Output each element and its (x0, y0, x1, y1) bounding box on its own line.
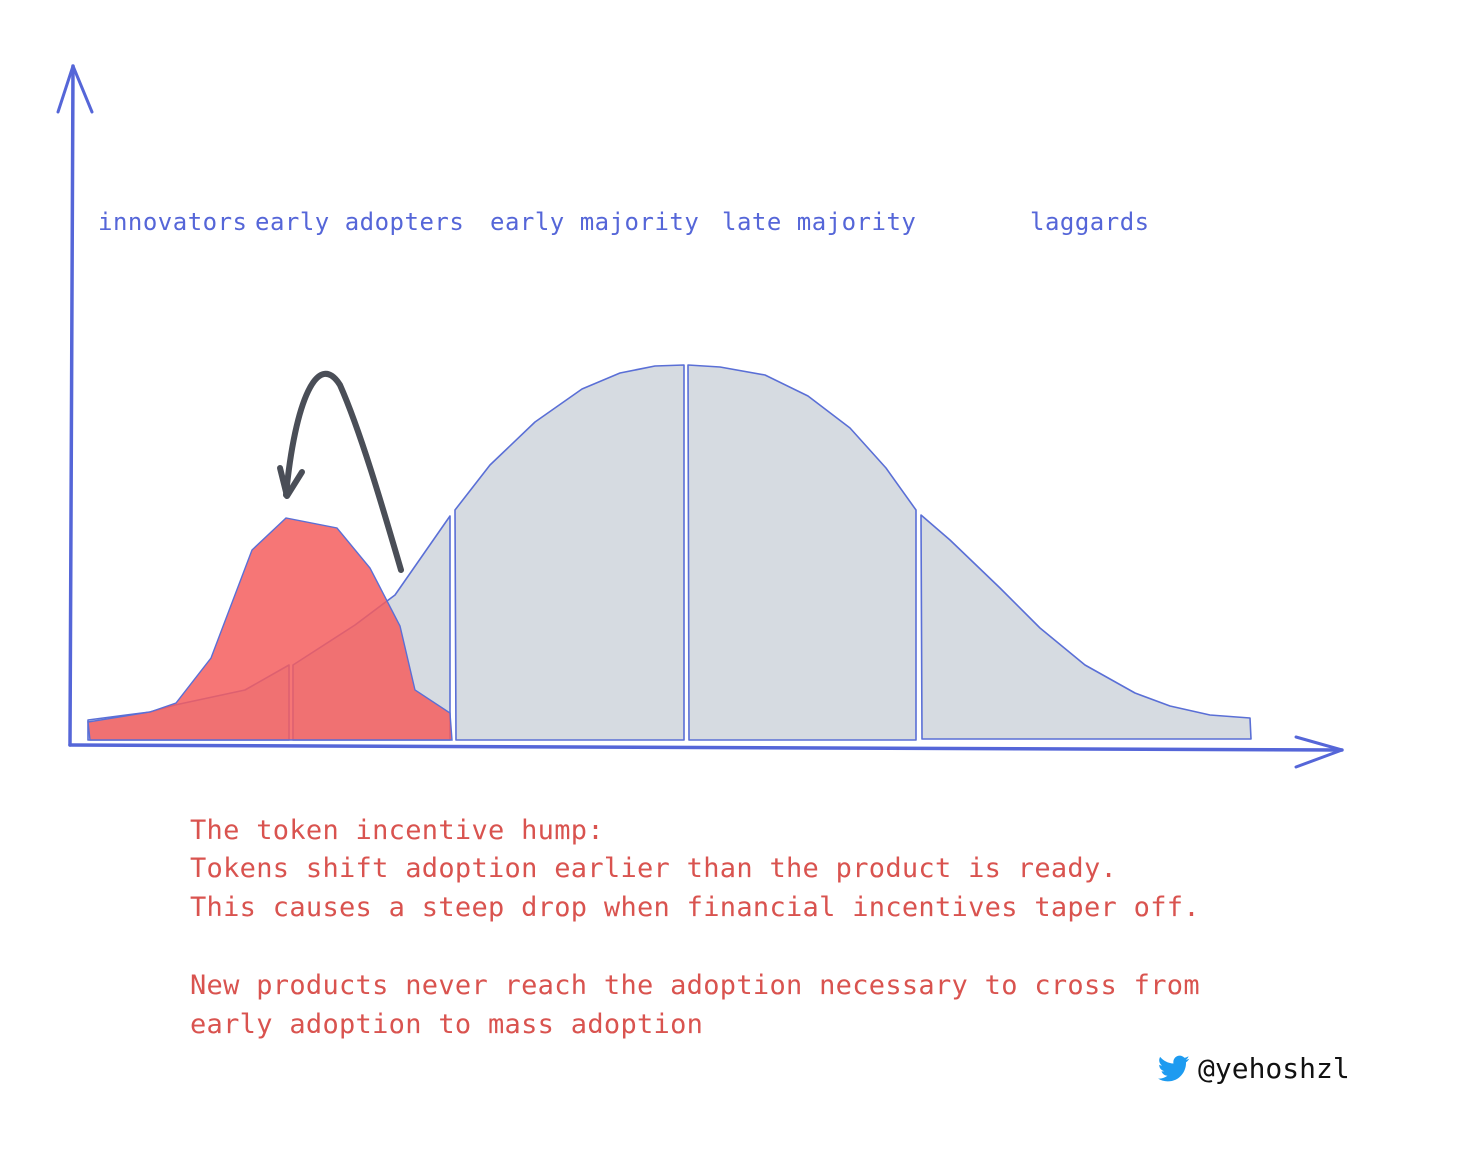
twitter-handle: @yehoshzl (1198, 1052, 1350, 1085)
note-line: This causes a steep drop when financial … (190, 892, 1200, 923)
shift-earlier-arrow (283, 370, 404, 573)
note-line: early adoption to mass adoption (190, 1009, 704, 1040)
token-incentive-hump (87, 517, 453, 741)
segment-label-innovators: innovators (98, 208, 248, 236)
curve-segment-early-majority (454, 364, 685, 741)
x-axis-arrowhead-icon (1294, 735, 1344, 769)
segment-label-laggards: laggards (1030, 208, 1150, 236)
segment-label-early-adopters: early adopters (255, 208, 465, 236)
curve-segment-laggards (920, 514, 1252, 740)
segment-label-late-majority: late majority (722, 208, 917, 236)
y-axis (56, 64, 94, 747)
segment-label-early-majority: early majority (490, 208, 700, 236)
x-axis (68, 735, 1344, 769)
twitter-bird-icon (1158, 1055, 1190, 1081)
twitter-credit: @yehoshzl (1158, 1052, 1350, 1085)
arrowhead-icon (277, 465, 305, 499)
curve-segment-late-majority (687, 364, 917, 741)
note-heading: The token incentive hump: (190, 815, 604, 846)
note-line: New products never reach the adoption ne… (190, 970, 1200, 1001)
note-line: Tokens shift adoption earlier than the p… (190, 853, 1118, 884)
y-axis-arrowhead-icon (56, 64, 94, 114)
